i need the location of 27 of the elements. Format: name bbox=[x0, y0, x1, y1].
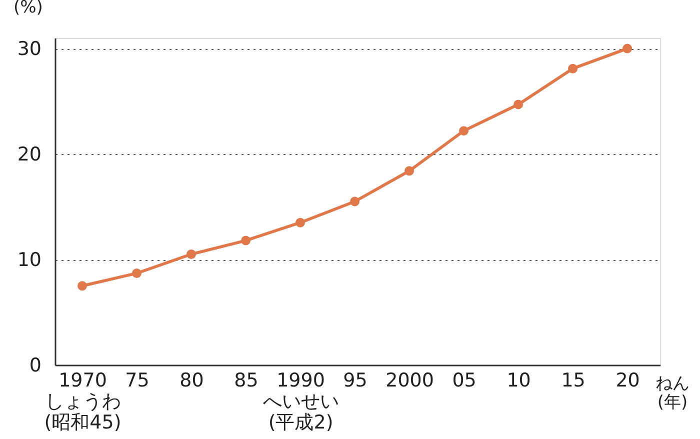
point bbox=[78, 281, 87, 291]
x-tick-label: 85 bbox=[234, 370, 258, 392]
point bbox=[459, 126, 469, 136]
x-axis-title: ねん (年) bbox=[656, 374, 690, 412]
y-tick-label: 30 bbox=[17, 38, 42, 60]
point bbox=[296, 218, 306, 228]
y-tick-label: 10 bbox=[17, 249, 42, 272]
point bbox=[241, 236, 251, 246]
point bbox=[186, 250, 196, 259]
x-tick-label: 80 bbox=[180, 370, 204, 392]
point bbox=[622, 44, 632, 54]
point bbox=[350, 196, 360, 206]
point bbox=[514, 100, 524, 110]
x-tick-label: 75 bbox=[125, 370, 150, 392]
x-tick-label: 10 bbox=[506, 370, 531, 392]
x-tick-label: 1970 しょうわ (昭和45) bbox=[44, 370, 122, 434]
y-tick-label: 0 bbox=[29, 354, 42, 376]
point bbox=[132, 268, 142, 278]
x-tick-label: 2000 bbox=[386, 370, 434, 392]
x-tick-label: 15 bbox=[561, 370, 586, 392]
point bbox=[568, 64, 578, 74]
y-tick-label: 20 bbox=[17, 144, 42, 166]
point bbox=[404, 166, 414, 176]
x-tick-label: 95 bbox=[343, 370, 368, 392]
x-tick-label: 20 bbox=[616, 370, 640, 392]
x-tick-label: 1990 へいせい (平成2) bbox=[262, 370, 339, 434]
x-tick-label: 05 bbox=[452, 370, 476, 392]
